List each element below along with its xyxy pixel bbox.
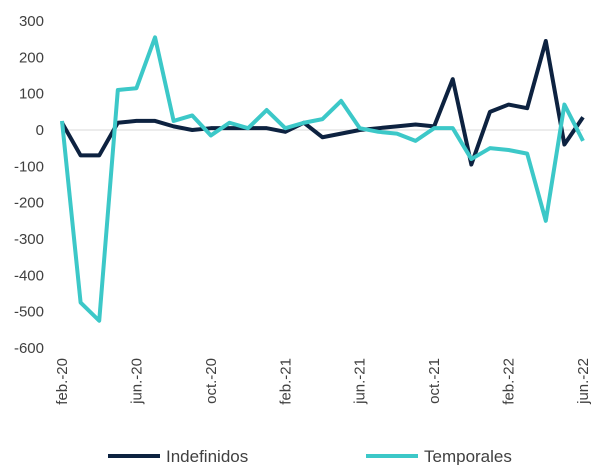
y-tick-label: 200 — [19, 49, 44, 66]
x-tick-label: jun.-21 — [352, 358, 369, 405]
x-tick-label: oct.-21 — [426, 358, 443, 404]
x-tick-label: feb.-20 — [54, 358, 71, 405]
y-tick-label: -200 — [14, 195, 44, 212]
legend-label: Temporales — [424, 447, 512, 465]
y-tick-label: 100 — [19, 86, 44, 103]
x-tick-label: jun.-22 — [575, 358, 592, 405]
y-tick-label: -100 — [14, 158, 44, 175]
x-tick-label: feb.-22 — [501, 358, 518, 405]
legend-label: Indefinidos — [166, 447, 248, 465]
line-series — [60, 38, 585, 167]
line-series — [60, 35, 585, 323]
x-tick-label: oct.-20 — [203, 358, 220, 404]
y-tick-label: -500 — [14, 304, 44, 321]
y-tick-label: 0 — [36, 122, 44, 139]
x-tick-label: feb.-21 — [277, 358, 294, 405]
y-tick-label: -600 — [14, 340, 44, 357]
y-tick-label: 300 — [19, 13, 44, 30]
y-tick-label: -300 — [14, 231, 44, 248]
x-tick-label: jun.-20 — [128, 358, 145, 405]
y-tick-label: -400 — [14, 267, 44, 284]
